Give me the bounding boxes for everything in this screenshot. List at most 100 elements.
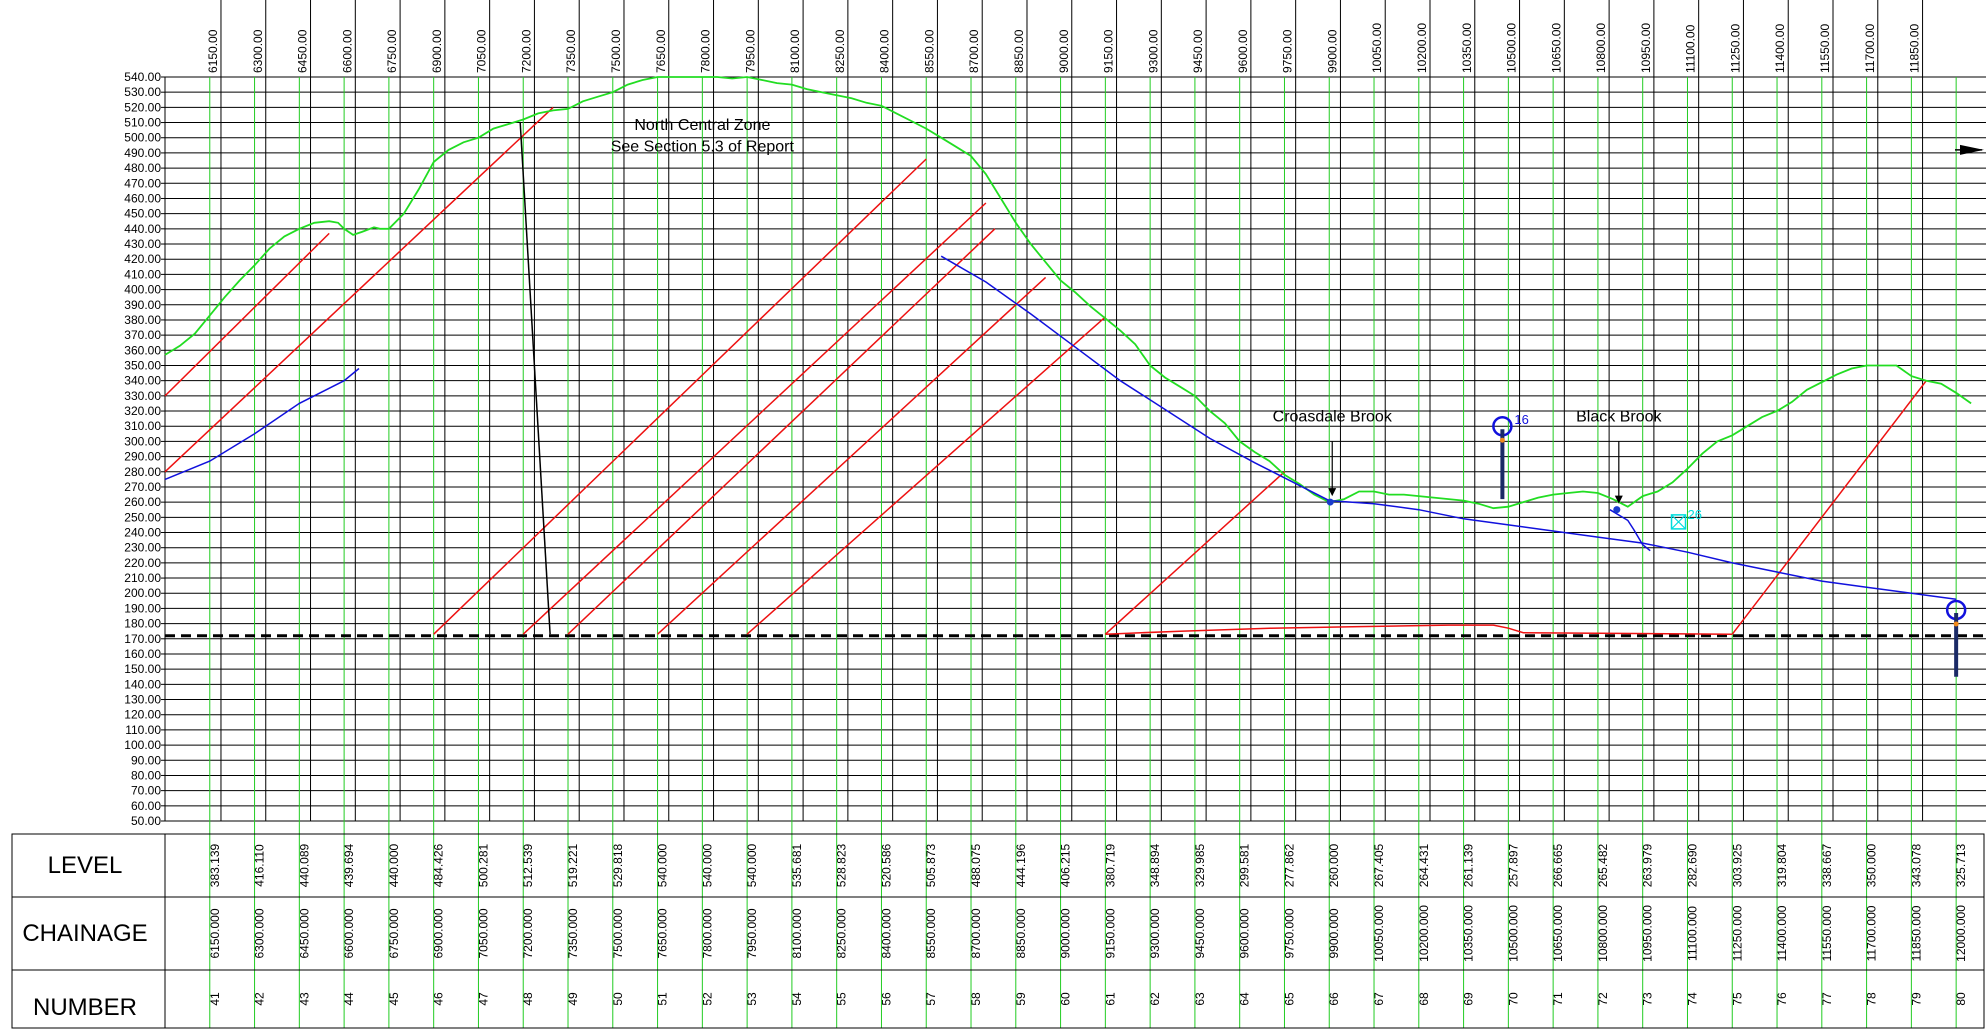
level-cell: 325.713: [1954, 843, 1968, 887]
number-cell: 70: [1506, 992, 1520, 1006]
chainage-cell: 8700.000: [969, 908, 983, 958]
chainage-cell: 8550.000: [924, 908, 938, 958]
level-tick-label: 470.00: [124, 176, 161, 190]
brook-label: Black Brook: [1576, 409, 1662, 426]
chainage-cell: 12000.000: [1954, 905, 1968, 962]
borehole-label: 16: [1514, 412, 1528, 427]
survey-marker-cross: [1671, 514, 1686, 530]
level-tick-label: 370.00: [124, 328, 161, 342]
level-tick-label: 450.00: [124, 207, 161, 221]
level-cell: 488.075: [969, 843, 983, 887]
chainage-tick-label: 11700.00: [1863, 24, 1877, 73]
brook-arrow-head: [1614, 495, 1623, 504]
chainage-cell: 8400.000: [880, 908, 894, 958]
number-cell: 75: [1730, 992, 1744, 1006]
section-line: [164, 367, 360, 481]
number-cell: 41: [208, 992, 222, 1006]
chainage-tick-label: 7050.00: [475, 29, 489, 73]
chainage-cell: 6900.000: [432, 908, 446, 958]
chainage-tick-label: 8550.00: [922, 29, 936, 73]
chainage-cell: 11100.000: [1686, 906, 1700, 961]
level-tick-label: 300.00: [124, 434, 161, 448]
level-tick-label: 130.00: [124, 693, 161, 707]
level-cell: 520.586: [880, 843, 894, 887]
chainage-cell: 10950.000: [1641, 905, 1655, 962]
level-cell: 303.925: [1730, 843, 1744, 887]
number-cell: 67: [1372, 992, 1386, 1006]
chainage-cell: 6750.000: [387, 908, 401, 958]
chainage-tick-label: 6150.00: [206, 29, 220, 73]
chainage-tick-label: 10200.00: [1415, 23, 1429, 73]
chainage-tick-label: 8850.00: [1012, 29, 1026, 73]
sight-line: [1104, 471, 1286, 635]
chainage-tick-label: 9750.00: [1281, 29, 1295, 73]
zone-annotation: North Central Zone: [634, 117, 770, 134]
chainage-tick-label: 6900.00: [430, 29, 444, 73]
level-tick-label: 180.00: [124, 617, 161, 631]
section-line: [940, 255, 1957, 601]
number-cell: 58: [969, 992, 983, 1006]
chainage-cell: 8250.000: [835, 908, 849, 958]
chainage-cell: 6450.000: [297, 908, 311, 958]
number-cell: 80: [1954, 992, 1968, 1006]
level-cell: 540.000: [656, 843, 670, 887]
chainage-row-title: CHAINAGE: [22, 920, 147, 947]
chainage-tick-label: 8100.00: [788, 29, 802, 73]
level-tick-label: 90.00: [131, 753, 161, 767]
chainage-cell: 9600.000: [1238, 908, 1252, 958]
sight-line: [657, 276, 1047, 635]
number-cell: 49: [566, 992, 580, 1006]
number-cell: 55: [835, 992, 849, 1006]
level-tick-label: 170.00: [124, 632, 161, 646]
number-cell: 66: [1327, 992, 1341, 1006]
level-tick-label: 50.00: [131, 814, 161, 828]
zone-annotation: See Section 5.3 of Report: [611, 138, 795, 155]
number-cell: 47: [477, 992, 491, 1006]
survey-marker-box: [1670, 514, 1687, 530]
chainage-tick-label: 9300.00: [1146, 29, 1160, 73]
chainage-tick-label: 7950.00: [743, 29, 757, 73]
chainage-cell: 10350.000: [1462, 905, 1476, 962]
chainage-cell: 7050.000: [477, 908, 491, 958]
chainage-tick-label: 10350.00: [1460, 23, 1474, 73]
number-cell: 76: [1775, 992, 1789, 1006]
level-tick-label: 80.00: [131, 768, 161, 782]
level-cell: 505.873: [924, 843, 938, 887]
annotations: North Central Zone See Section 5.3 of Rep…: [611, 117, 1984, 677]
level-cell: 267.405: [1372, 843, 1386, 887]
number-cell: 78: [1865, 992, 1879, 1006]
chainage-cell: 10500.000: [1506, 905, 1520, 962]
level-cell: 383.139: [208, 843, 222, 887]
number-cell: 45: [387, 992, 401, 1006]
chainage-cell: 8100.000: [790, 908, 804, 958]
level-tick-label: 190.00: [124, 601, 161, 615]
number-cell: 50: [611, 992, 625, 1006]
chainage-cell: 6300.000: [253, 908, 267, 958]
data-table: LEVEL CHAINAGE NUMBER 383.139 6150.000 41 416.…: [11, 833, 1985, 1029]
chainage-tick-label: 8250.00: [833, 29, 847, 73]
chainage-tick-label: 7350.00: [564, 29, 578, 73]
direction-arrow-head: [1960, 144, 1984, 155]
level-tick-label: 70.00: [131, 784, 161, 798]
level-tick-label: 340.00: [124, 374, 161, 388]
level-tick-label: 520.00: [124, 100, 161, 114]
level-tick-label: 260.00: [124, 495, 161, 509]
chainage-tick-label: 11550.00: [1818, 24, 1832, 73]
level-cell: 416.110: [253, 844, 267, 887]
level-cell: 512.539: [521, 843, 535, 887]
chainage-cell: 8850.000: [1014, 908, 1028, 958]
ground-profile-line: [164, 76, 1972, 510]
borehole-water-mark: [1499, 437, 1505, 443]
chainage-cell: 11250.000: [1730, 905, 1744, 961]
sight-line: [746, 316, 1106, 635]
number-cell: 42: [253, 992, 267, 1006]
level-tick-label: 460.00: [124, 191, 161, 205]
number-cell: 44: [342, 992, 356, 1006]
chainage-tick-label: 7650.00: [654, 29, 668, 73]
level-cell: 535.681: [790, 843, 804, 887]
chainage-tick-label: 11250.00: [1728, 24, 1742, 73]
brook-arrow-head: [1328, 488, 1337, 497]
chainage-tick-label: 10050.00: [1370, 23, 1384, 73]
survey-marker-label: 26: [1688, 507, 1702, 522]
